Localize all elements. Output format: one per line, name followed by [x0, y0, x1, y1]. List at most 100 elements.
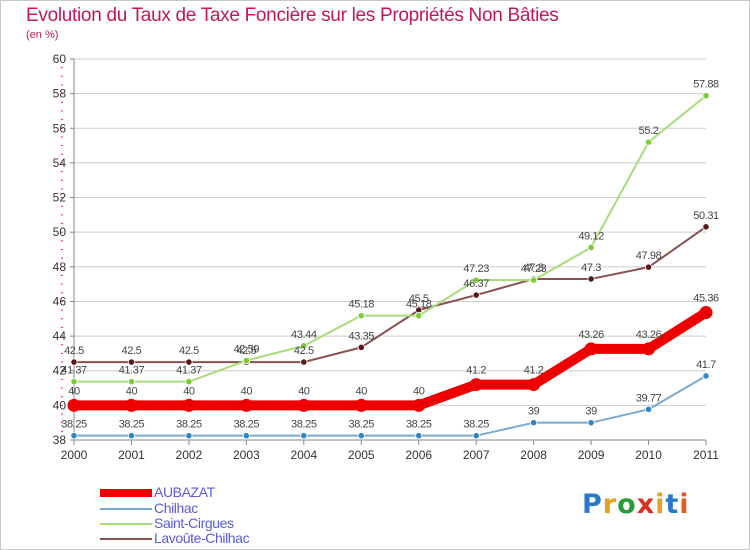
- data-label-lavo-te-chilhac: 50.31: [693, 210, 719, 222]
- y-tick-label: 42: [53, 364, 67, 378]
- data-point-chilhac: [530, 419, 538, 427]
- data-label-chilhac: 38.25: [463, 419, 489, 431]
- data-point-saint-cirgues: [472, 276, 480, 284]
- data-point-chilhac: [300, 432, 308, 440]
- x-tick-label: 2008: [520, 448, 547, 462]
- data-label-chilhac: 38.25: [176, 419, 202, 431]
- legend-label-lavoute-chilhac: Lavoûte-Chilhac: [154, 530, 250, 546]
- data-point-saint-cirgues: [127, 378, 136, 386]
- data-label-lavo-te-chilhac: 42.5: [236, 345, 256, 357]
- legend-swatch-saint-cirgues: [100, 523, 152, 525]
- data-label-lavo-te-chilhac: 43.35: [349, 330, 375, 342]
- series-line-chilhac: [73, 374, 707, 437]
- legend-swatch-aubazat: [100, 489, 152, 497]
- data-label-lavo-te-chilhac: 47.98: [636, 250, 662, 262]
- data-point-lavo-te-chilhac: [70, 358, 78, 366]
- data-point-chilhac: [587, 419, 595, 427]
- data-point-aubazat: [67, 398, 81, 412]
- data-label-aubazat: 41.2: [524, 365, 544, 377]
- data-point-chilhac: [644, 405, 653, 413]
- data-label-aubazat: 40: [68, 385, 80, 397]
- data-point-chilhac: [242, 432, 250, 440]
- legend-swatch-lavoute-chilhac: [100, 538, 152, 540]
- y-tick-label: 52: [53, 191, 67, 205]
- data-point-aubazat: [354, 398, 368, 412]
- data-point-aubazat: [699, 306, 713, 320]
- x-tick-label: 2000: [61, 448, 88, 462]
- y-tick-label: 40: [53, 398, 67, 412]
- logo-letter: P: [582, 489, 603, 520]
- data-point-lavo-te-chilhac: [472, 291, 480, 299]
- x-tick-label: 2004: [290, 448, 317, 462]
- data-label-chilhac: 38.25: [119, 419, 145, 431]
- x-tick-label: 2010: [635, 448, 662, 462]
- logo-letter: t: [665, 489, 680, 520]
- data-point-saint-cirgues: [644, 138, 653, 146]
- data-label-lavo-te-chilhac: 42.5: [64, 345, 84, 357]
- data-label-lavo-te-chilhac: 45.5: [409, 293, 429, 305]
- logo-letter: i: [679, 489, 690, 520]
- data-point-saint-cirgues: [300, 342, 308, 350]
- data-point-saint-cirgues: [587, 243, 595, 252]
- data-label-chilhac: 38.25: [406, 419, 432, 431]
- data-point-lavo-te-chilhac: [185, 358, 193, 366]
- data-point-chilhac: [70, 432, 78, 440]
- chart-title: Evolution du Taux de Taxe Foncière sur l…: [26, 5, 559, 26]
- data-point-chilhac: [472, 432, 480, 440]
- data-point-saint-cirgues: [530, 276, 538, 284]
- data-point-chilhac: [185, 432, 193, 440]
- data-point-saint-cirgues: [357, 312, 365, 320]
- data-point-aubazat: [527, 378, 541, 392]
- y-tick-label: 38: [53, 433, 67, 447]
- data-point-aubazat: [412, 398, 426, 412]
- data-label-saint-cirgues: 45.18: [406, 299, 432, 311]
- data-label-aubazat: 40: [298, 385, 310, 397]
- data-point-saint-cirgues: [185, 378, 193, 386]
- series-line-aubazat: [69, 307, 711, 411]
- data-label-lavo-te-chilhac: 46.37: [463, 278, 489, 290]
- data-label-saint-cirgues: 41.37: [176, 365, 202, 377]
- data-point-chilhac: [702, 372, 710, 380]
- y-tick-label: 50: [53, 225, 67, 239]
- legend-label-saint-cirgues: Saint-Cirgues: [154, 515, 234, 531]
- data-label-aubazat: 40: [241, 385, 253, 397]
- data-label-saint-cirgues: 41.37: [119, 365, 145, 377]
- data-label-saint-cirgues: 55.2: [639, 125, 659, 137]
- data-label-saint-cirgues: 42.59: [234, 344, 260, 356]
- data-label-chilhac: 39: [528, 406, 540, 418]
- x-tick-label: 2006: [405, 448, 432, 462]
- data-label-saint-cirgues: 57.88: [693, 79, 719, 91]
- data-point-lavo-te-chilhac: [127, 358, 136, 366]
- data-label-aubazat: 40: [183, 385, 195, 397]
- y-tick-label: 54: [53, 156, 67, 170]
- data-label-saint-cirgues: 41.37: [61, 365, 87, 377]
- x-tick-label: 2007: [463, 448, 490, 462]
- data-label-saint-cirgues: 49.12: [578, 230, 604, 242]
- x-tick-label: 2005: [348, 448, 375, 462]
- data-point-saint-cirgues: [242, 356, 250, 365]
- data-point-lavo-te-chilhac: [702, 223, 710, 231]
- data-label-aubazat: 40: [413, 385, 425, 397]
- legend-label-chilhac: Chilhac: [154, 500, 198, 516]
- y-unit-label: (en %): [26, 29, 59, 41]
- data-point-lavo-te-chilhac: [357, 343, 365, 351]
- data-point-lavo-te-chilhac: [587, 275, 595, 283]
- data-point-aubazat: [239, 398, 253, 412]
- logo-letter: i: [655, 489, 666, 520]
- data-label-lavo-te-chilhac: 42.5: [122, 345, 142, 357]
- data-label-aubazat: 43.26: [578, 329, 604, 341]
- series-line-saint-cirgues: [73, 94, 707, 383]
- data-label-aubazat: 43.26: [636, 329, 662, 341]
- data-point-chilhac: [415, 432, 423, 440]
- data-point-lavo-te-chilhac: [300, 358, 308, 366]
- data-point-chilhac: [127, 432, 136, 440]
- data-label-chilhac: 39: [585, 406, 597, 418]
- data-point-aubazat: [642, 342, 656, 356]
- logo-letter: r: [602, 489, 618, 520]
- logo-letter: o: [617, 489, 637, 520]
- data-point-aubazat: [469, 378, 483, 392]
- x-tick-label: 2009: [578, 448, 605, 462]
- data-point-chilhac: [357, 432, 365, 440]
